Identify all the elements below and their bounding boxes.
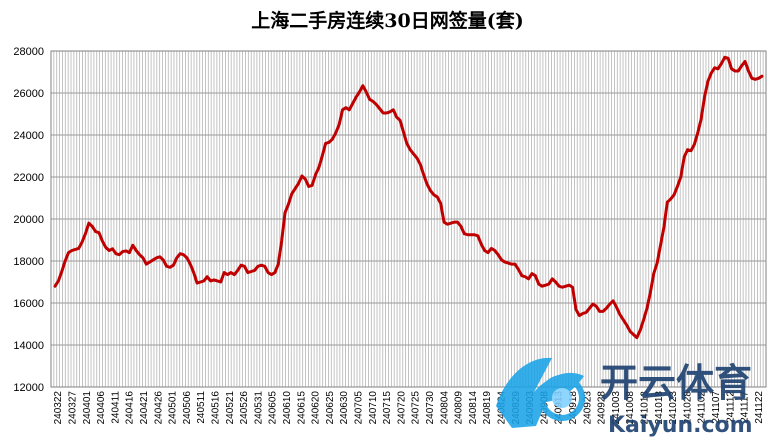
y-tick-label: 18000 (13, 256, 44, 268)
series-line (53, 55, 764, 340)
x-tick-label: 240615 (296, 391, 307, 425)
x-tick-label: 241013 (639, 391, 650, 425)
x-tick-label: 240804 (439, 391, 450, 425)
x-tick-label: 240610 (282, 391, 293, 425)
x-tick-label: 240620 (311, 391, 322, 425)
x-tick-label: 240526 (239, 391, 250, 425)
x-tick-label: 240511 (196, 391, 207, 424)
x-tick-label: 240411 (110, 391, 121, 424)
x-tick-label: 240327 (67, 391, 78, 425)
x-tick-label: 241112 (725, 391, 736, 423)
x-tick-label: 240928 (597, 391, 608, 425)
y-tick-label: 28000 (13, 46, 44, 58)
x-tick-label: 241117 (740, 391, 751, 423)
x-tick-label: 240819 (482, 391, 493, 425)
x-tick-label: 240531 (253, 391, 264, 425)
y-tick-label: 14000 (13, 340, 44, 352)
brand-logo-icon (496, 357, 585, 428)
x-tick-label: 241102 (697, 391, 708, 424)
x-tick-label: 240923 (582, 391, 593, 425)
x-tick-label: 240421 (139, 391, 150, 425)
plot-area-frame (50, 50, 767, 388)
y-tick-label: 26000 (13, 88, 44, 100)
x-tick-label: 240506 (182, 391, 193, 425)
x-tick-label: 240426 (153, 391, 164, 425)
x-tick-label: 241008 (625, 391, 636, 425)
y-tick-label: 12000 (13, 382, 44, 394)
x-tick-label: 240715 (382, 391, 393, 425)
x-tick-label: 240720 (396, 391, 407, 425)
x-tick-label: 240710 (368, 391, 379, 425)
x-tick-label: 241018 (654, 391, 665, 425)
x-tick-label: 240516 (210, 391, 221, 425)
y-tick-label: 24000 (13, 130, 44, 142)
x-tick-label: 240705 (353, 391, 364, 425)
y-tick-label: 22000 (13, 172, 44, 184)
x-tick-label: 241122 (754, 391, 765, 424)
x-tick-label: 240521 (225, 391, 236, 425)
watermark-brand: 开云体育 (600, 361, 752, 405)
y-tick-label: 20000 (13, 214, 44, 226)
x-tick-label: 240725 (411, 391, 422, 425)
x-tick-label: 240605 (268, 391, 279, 425)
x-tick-label: 241003 (611, 391, 622, 425)
x-tick-label: 241107 (711, 391, 722, 424)
x-tick-label: 241023 (668, 391, 679, 425)
x-tick-label: 240809 (454, 391, 465, 425)
chart-title: 上海二手房连续30日网签量(套) (251, 10, 524, 32)
watermark-url: Kaiyun.com (608, 413, 753, 438)
x-tick-label: 241028 (682, 391, 693, 425)
x-tick-label: 240814 (468, 391, 479, 425)
y-tick-label: 16000 (13, 298, 44, 310)
x-tick-label: 240501 (168, 391, 179, 425)
y-axis-tick-labels: 12000 14000 16000 18000 20000 22000 24000 26000… (13, 46, 44, 394)
x-tick-label: 240625 (325, 391, 336, 425)
x-tick-label: 240730 (425, 391, 436, 425)
x-tick-label: 240322 (53, 391, 64, 425)
x-tick-label: 240630 (339, 391, 350, 425)
x-tick-label: 240401 (82, 391, 93, 425)
watermark: 开云体育 Kaiyun.com (488, 346, 770, 442)
x-tick-label: 240416 (125, 391, 136, 425)
x-tick-label: 240406 (96, 391, 107, 425)
x-tick-label: 240918 (568, 391, 579, 425)
